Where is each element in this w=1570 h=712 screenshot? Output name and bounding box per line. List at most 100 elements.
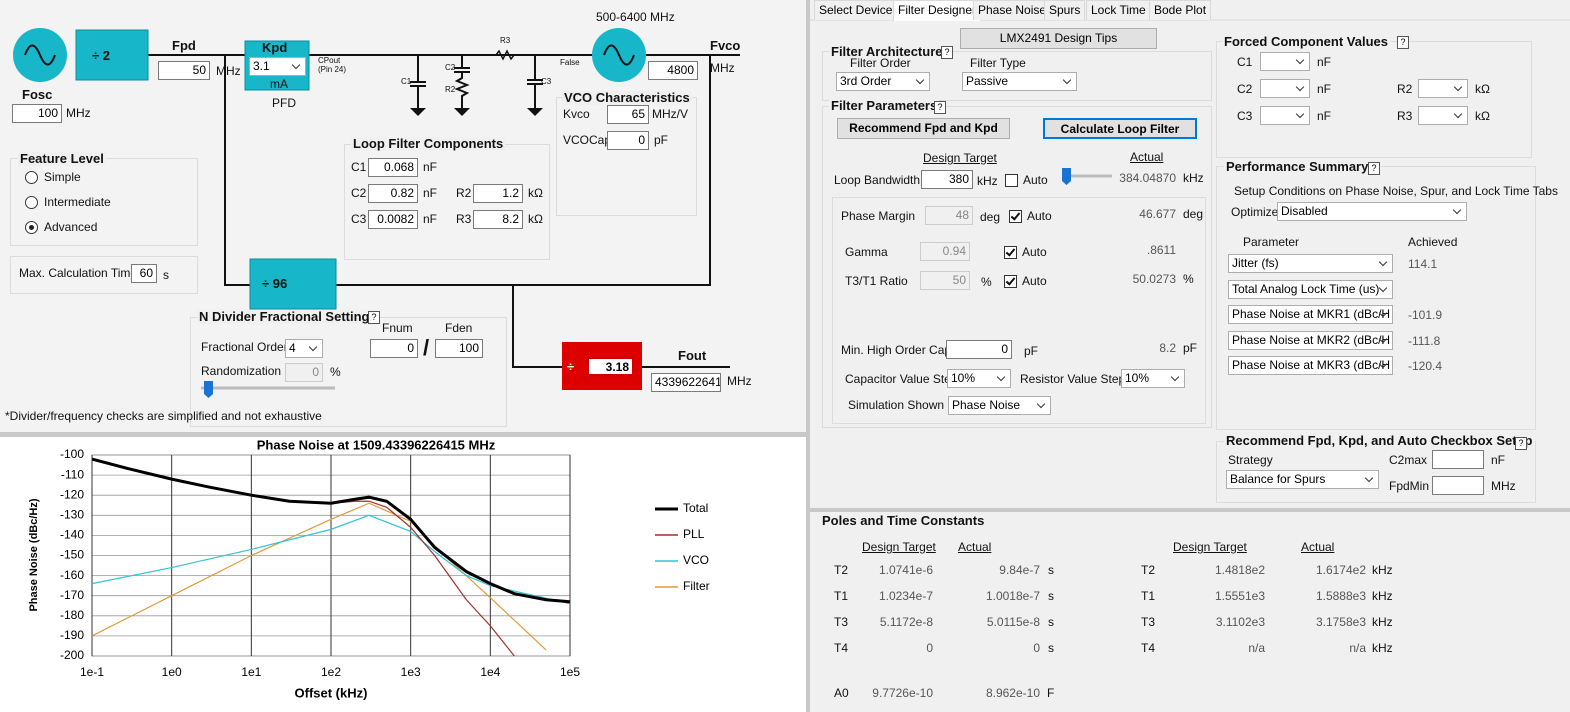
legend-label: VCO <box>683 553 709 567</box>
cap-step-select[interactable]: 10% <box>947 369 1011 388</box>
kvco-input[interactable]: 65 <box>607 105 649 124</box>
label: Filter Order <box>850 56 911 70</box>
checkbox[interactable] <box>1009 210 1022 223</box>
calculate-button[interactable]: Calculate Loop Filter <box>1043 118 1197 139</box>
tips-button[interactable]: LMX2491 Design Tips <box>960 28 1157 49</box>
c1-input[interactable]: 0.068 <box>368 158 418 177</box>
slider-thumb[interactable] <box>204 381 213 398</box>
randomization-input[interactable]: 0 <box>285 363 323 382</box>
radio[interactable] <box>25 171 38 184</box>
wires <box>410 55 426 108</box>
c2-select[interactable] <box>1260 79 1310 98</box>
fnum-input[interactable]: 0 <box>370 339 418 358</box>
unit: F <box>1047 686 1055 700</box>
simulation-select[interactable]: Phase Noise <box>948 396 1051 415</box>
c3-input[interactable]: 0.0082 <box>368 210 418 229</box>
t3t1-input[interactable]: 50 <box>920 271 970 290</box>
loop_bandwidth-input[interactable]: 380 <box>921 170 973 189</box>
label: R2 <box>1397 82 1413 96</box>
tab[interactable]: Filter Designer <box>893 0 982 21</box>
c2-label: C2 <box>445 63 456 72</box>
fvco-input[interactable]: 4800 <box>648 61 698 80</box>
fout-input[interactable]: 43396226415 <box>651 373 721 392</box>
tab[interactable]: Bode Plot <box>1149 0 1212 20</box>
sine <box>24 44 56 66</box>
c3-select[interactable] <box>1260 106 1310 125</box>
fout-label: Fout <box>678 348 707 363</box>
c3-label: C3 <box>541 77 552 86</box>
column-header: Actual <box>958 540 992 554</box>
parameter-select[interactable]: Phase Noise at MKR3 (dBc/H <box>1228 356 1393 375</box>
series-line <box>92 514 570 605</box>
help-icon[interactable]: ? <box>1397 36 1409 49</box>
checkbox[interactable] <box>1004 275 1017 288</box>
label: Kvco <box>563 107 590 121</box>
checkbox-label: Auto <box>1022 245 1047 259</box>
actual-value: 50.0273 <box>1132 272 1176 286</box>
phase_margin-input[interactable]: 48 <box>925 206 973 225</box>
help-icon[interactable]: ? <box>368 311 380 324</box>
unit: MHz <box>727 374 752 388</box>
tab[interactable]: Lock Time <box>1086 0 1151 20</box>
target-value: 5.1172e-8 <box>879 615 933 629</box>
type-select[interactable]: Passive <box>962 72 1077 91</box>
parameter-select[interactable]: Total Analog Lock Time (us) <box>1228 279 1393 299</box>
bandwidth-slider[interactable] <box>1062 168 1112 185</box>
order-select[interactable]: 3rd Order <box>836 72 930 91</box>
label: C2max <box>1389 453 1428 467</box>
group-title: N Divider Fractional Settings <box>197 309 379 324</box>
c2-input[interactable]: 0.82 <box>368 184 418 203</box>
label: FpdMin <box>1389 479 1430 493</box>
help-icon[interactable]: ? <box>1515 437 1527 450</box>
achieved-value: -120.4 <box>1408 359 1443 373</box>
splitter <box>806 0 810 712</box>
y-tick-label: -100 <box>60 447 84 461</box>
label: Resistor Value Step <box>1020 372 1126 386</box>
checkbox-label: Auto <box>1022 274 1047 288</box>
cpout-label: CPout <box>318 56 341 65</box>
radio[interactable] <box>25 221 38 234</box>
checkbox[interactable] <box>1004 246 1017 259</box>
fosc-input[interactable]: 100 <box>12 104 62 123</box>
tab[interactable]: Select Device <box>814 0 898 20</box>
unit: nF <box>1491 453 1506 467</box>
help-icon[interactable]: ? <box>941 46 953 59</box>
radio[interactable] <box>25 196 38 209</box>
r3-select[interactable] <box>1418 106 1468 125</box>
fden-input[interactable]: 100 <box>435 339 483 358</box>
fpd-input[interactable]: 50 <box>158 61 210 80</box>
help-icon[interactable]: ? <box>934 101 946 114</box>
parameter-select[interactable]: Jitter (fs) <box>1228 254 1393 273</box>
strategy-select[interactable]: Balance for Spurs <box>1226 470 1379 489</box>
tab[interactable]: Phase Noise <box>973 0 1052 20</box>
slider-thumb[interactable] <box>1062 168 1071 185</box>
x-tick-label: 1e5 <box>560 665 580 679</box>
label: R3 <box>1397 109 1413 123</box>
output-divider-input[interactable]: 3.18 <box>587 357 634 376</box>
parameter-select[interactable]: Phase Noise at MKR2 (dBc/H <box>1228 330 1393 350</box>
vcocap-input[interactable]: 0 <box>607 131 649 150</box>
r2-select[interactable] <box>1418 79 1468 98</box>
order-select[interactable]: 4 <box>285 339 323 358</box>
actual-value: 9.84e-7 <box>999 563 1040 577</box>
fpdmin-input[interactable] <box>1432 476 1484 495</box>
c2max-input[interactable] <box>1432 450 1484 469</box>
c1-select[interactable] <box>1260 52 1310 71</box>
randomization-slider[interactable] <box>201 381 335 398</box>
tab[interactable]: Spurs <box>1044 0 1086 20</box>
kpd-select[interactable]: 3.1 <box>249 57 306 76</box>
gamma-input[interactable]: 0.94 <box>920 242 970 261</box>
column-header: Achieved <box>1408 235 1458 249</box>
r2-input[interactable]: 1.2 <box>473 184 523 203</box>
optimize-select[interactable]: Disabled <box>1277 202 1467 221</box>
parameter-select[interactable]: Phase Noise at MKR1 (dBc/H <box>1228 305 1393 324</box>
output-divider-symbol: ÷ <box>567 359 575 374</box>
recommend-button[interactable]: Recommend Fpd and Kpd <box>837 118 1010 139</box>
splitter <box>0 432 806 437</box>
calc-time-input[interactable]: 60 <box>131 264 157 283</box>
min_cap-input[interactable]: 0 <box>946 340 1012 359</box>
res-step-select[interactable]: 10% <box>1121 369 1185 388</box>
r3-input[interactable]: 8.2 <box>473 210 523 229</box>
help-icon[interactable]: ? <box>1368 162 1380 175</box>
checkbox[interactable] <box>1005 174 1018 187</box>
